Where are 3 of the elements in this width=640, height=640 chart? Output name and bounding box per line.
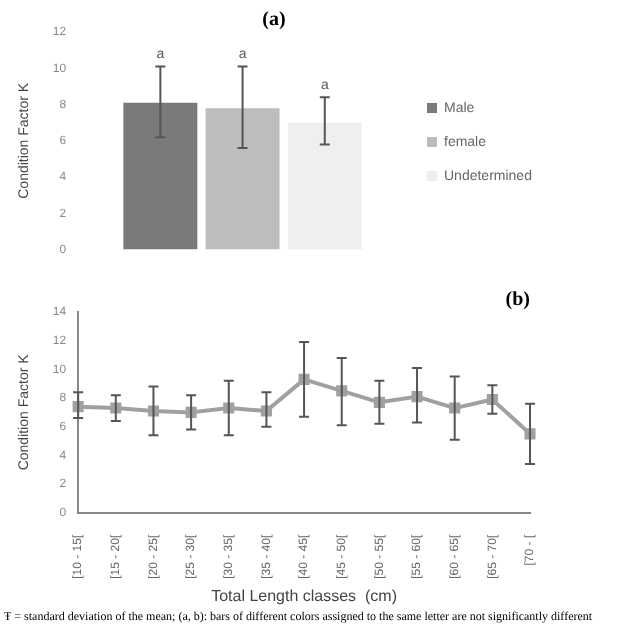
chart-title: (a) (262, 9, 286, 32)
x-axis-title: Total Length classes (cm) (211, 586, 398, 605)
chart-title: (b) (505, 289, 530, 312)
